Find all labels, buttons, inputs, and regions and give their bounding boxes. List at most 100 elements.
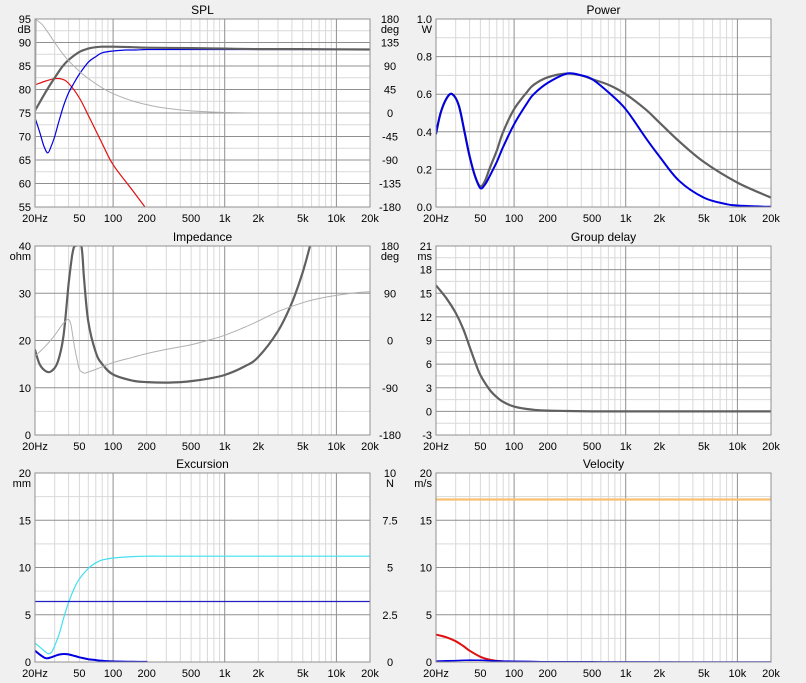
y-tick-label: 40: [19, 241, 31, 253]
x-tick-label: 20k: [361, 441, 379, 453]
y-tick-label: 0: [25, 657, 31, 669]
y-axis-unit: ohm: [10, 251, 31, 263]
y-tick-label: 55: [19, 202, 31, 214]
x-tick-label: 2k: [253, 668, 265, 680]
y-tick-label: 3: [426, 383, 432, 395]
chart-title: Impedance: [173, 230, 233, 244]
y-tick-label: 20: [19, 468, 31, 480]
x-tick-label: 20Hz: [22, 668, 48, 680]
chart-velocity: Velocity 0 5 10 15 20m/s 20Hz 50 100 200 500 1k 2k 5k…: [414, 457, 780, 680]
series-line: [35, 291, 370, 374]
x-tick-label: 200: [137, 441, 155, 453]
x-tick-label: 20k: [361, 213, 379, 225]
x-tick-label: 200: [137, 668, 155, 680]
y-axis-unit: mm: [13, 478, 31, 490]
y-tick-label: 60: [19, 179, 31, 191]
y-tick-label: 90: [19, 38, 31, 50]
y-axis-unit: W: [422, 24, 433, 36]
x-tick-label: 20Hz: [22, 213, 48, 225]
y2-tick-label: 0: [387, 657, 393, 669]
plot-frame: [34, 472, 371, 663]
x-tick-label: 20Hz: [423, 441, 449, 453]
x-tick-label: 100: [104, 668, 122, 680]
y-tick-label: 10: [19, 563, 31, 575]
plot-frame: [435, 18, 772, 208]
x-tick-label: 2k: [253, 213, 265, 225]
y2-tick-label: 0: [387, 108, 393, 120]
y-tick-label: 10: [19, 383, 31, 395]
x-tick-label: 50: [474, 213, 486, 225]
chart-title: SPL: [191, 3, 214, 17]
x-tick-label: 100: [505, 441, 523, 453]
plot-frame: [34, 245, 371, 436]
x-tick-label: 200: [137, 213, 155, 225]
y2-tick-label: -90: [382, 155, 398, 167]
y-tick-label: 0.4: [417, 127, 432, 139]
x-tick-label: 1k: [620, 213, 632, 225]
y2-tick-label: -45: [382, 132, 398, 144]
y2-tick-label: -135: [379, 179, 401, 191]
series-line: [35, 77, 146, 207]
y-axis-unit: dB: [18, 24, 31, 36]
y-tick-label: 0.2: [417, 164, 432, 176]
x-tick-label: 100: [104, 213, 122, 225]
y-axis-unit: m/s: [414, 478, 432, 490]
x-tick-label: 2k: [654, 668, 666, 680]
series-line: [436, 284, 771, 413]
x-tick-label: 50: [73, 441, 85, 453]
plot-frame: [435, 245, 772, 436]
x-tick-label: 1k: [219, 441, 231, 453]
y2-tick-label: 5: [387, 563, 393, 575]
y-tick-label: 20: [19, 336, 31, 348]
y-tick-label: 85: [19, 61, 31, 73]
x-tick-label: 500: [182, 668, 200, 680]
y-tick-label: 20: [420, 468, 432, 480]
x-tick-label: 100: [104, 441, 122, 453]
y-tick-label: 0.8: [417, 52, 432, 64]
y-tick-label: 21: [420, 241, 432, 253]
chart-title: Excursion: [176, 457, 229, 471]
x-tick-label: 500: [182, 213, 200, 225]
y2-axis-unit: deg: [381, 251, 399, 263]
y-tick-label: 12: [420, 312, 432, 324]
y-tick-label: 15: [420, 288, 432, 300]
y-tick-label: 70: [19, 132, 31, 144]
y2-tick-label: 7.5: [382, 515, 397, 527]
x-tick-label: 50: [73, 668, 85, 680]
y-tick-label: 75: [19, 108, 31, 120]
y2-tick-label: -180: [379, 430, 401, 442]
y-axis-unit: ms: [417, 251, 432, 263]
y2-axis-unit: deg: [381, 24, 399, 36]
y2-tick-label: 180: [381, 241, 399, 253]
x-tick-label: 100: [505, 668, 523, 680]
x-tick-label: 20Hz: [423, 213, 449, 225]
x-tick-label: 5k: [297, 213, 309, 225]
series-line: [436, 72, 771, 207]
x-tick-label: 50: [73, 213, 85, 225]
y-tick-label: 1.0: [417, 14, 432, 26]
y-tick-label: 10: [420, 563, 432, 575]
y-tick-label: 0: [25, 430, 31, 442]
y-tick-label: 30: [19, 288, 31, 300]
y-tick-label: 0: [426, 657, 432, 669]
x-tick-label: 1k: [620, 668, 632, 680]
x-tick-label: 5k: [698, 213, 710, 225]
x-tick-label: 5k: [698, 668, 710, 680]
x-tick-label: 20k: [762, 668, 780, 680]
x-tick-label: 2k: [654, 213, 666, 225]
x-tick-label: 500: [583, 441, 601, 453]
y-tick-label: 9: [426, 336, 432, 348]
y-tick-label: 0.0: [417, 202, 432, 214]
series-line: [35, 48, 370, 154]
y2-tick-label: -180: [379, 202, 401, 214]
y2-tick-label: 2.5: [382, 610, 397, 622]
y2-tick-label: 10: [384, 468, 396, 480]
x-tick-label: 500: [583, 668, 601, 680]
series-line: [35, 555, 370, 655]
chart-power: Power 0.0 0.2 0.4 0.6 0.8 1.0W 20Hz 50 100 200 500 1…: [417, 3, 781, 225]
x-tick-label: 50: [474, 441, 486, 453]
y2-tick-label: 90: [384, 288, 396, 300]
